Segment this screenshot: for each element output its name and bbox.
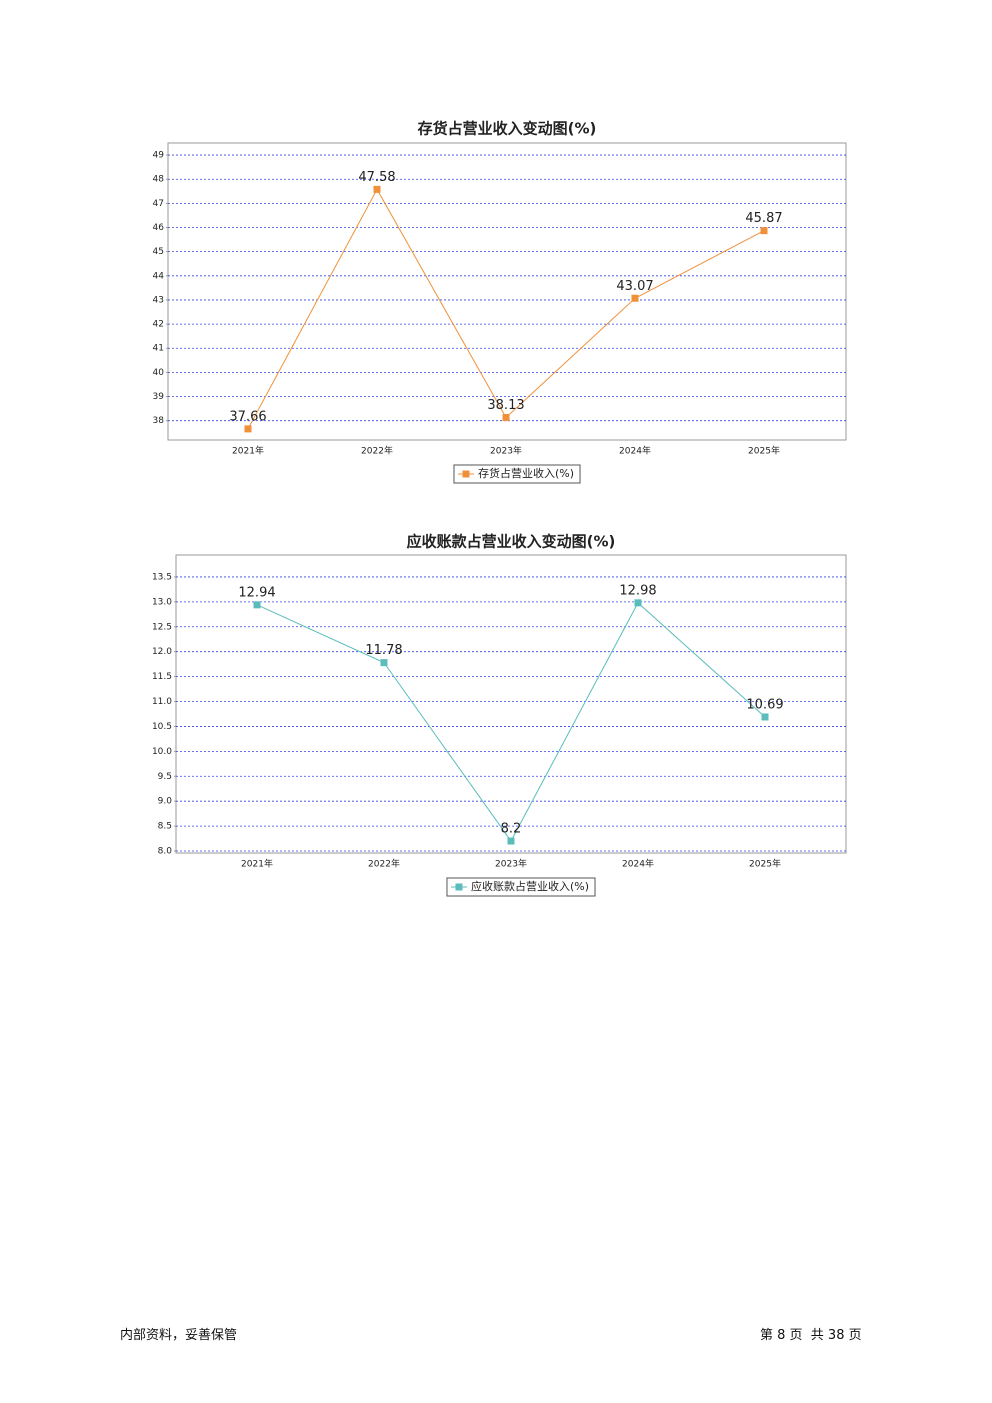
y-tick-label: 9.5 xyxy=(158,772,172,782)
point xyxy=(507,837,515,845)
point xyxy=(253,601,261,609)
point xyxy=(380,659,388,667)
y-tick-label: 10.0 xyxy=(152,747,172,757)
legend-label: 应收账款占营业收入(%) xyxy=(471,879,589,893)
chart-title: 应收账款占营业收入变动图(%) xyxy=(407,533,616,551)
y-tick-label: 48 xyxy=(153,175,165,185)
point xyxy=(761,713,769,721)
legend-marker xyxy=(462,470,470,478)
data-label: 12.94 xyxy=(238,585,275,600)
data-label: 12.98 xyxy=(619,583,656,598)
y-tick-label: 46 xyxy=(153,223,165,233)
data-label: 10.69 xyxy=(746,697,783,712)
x-tick-label: 2023年 xyxy=(495,858,527,870)
data-label: 47.58 xyxy=(358,170,395,185)
x-tick-label: 2025年 xyxy=(749,858,781,870)
x-tick-label: 2024年 xyxy=(622,858,654,870)
point xyxy=(244,425,252,433)
point xyxy=(502,414,510,422)
y-tick-label: 39 xyxy=(153,392,165,402)
x-tick-label: 2022年 xyxy=(368,858,400,870)
y-tick-label: 13.5 xyxy=(152,572,172,582)
x-tick-label: 2021年 xyxy=(241,858,273,870)
point xyxy=(634,599,642,607)
plot-area xyxy=(167,142,847,441)
y-tick-label: 40 xyxy=(153,368,165,378)
x-tick-label: 2021年 xyxy=(232,445,264,457)
y-tick-label: 47 xyxy=(153,199,164,209)
charts: 存货占营业收入变动图(%) 38 39 40 41 42 43 44 45 46 47 48 49 202… xyxy=(152,120,847,897)
y-tick-label: 12.5 xyxy=(152,622,172,632)
y-tick-label: 41 xyxy=(153,344,164,354)
data-label: 45.87 xyxy=(745,211,782,226)
x-tick-label: 2022年 xyxy=(361,445,393,457)
legend-label: 存货占营业收入(%) xyxy=(478,466,574,480)
y-tick-label: 45 xyxy=(153,247,164,257)
y-tick-label: 13.0 xyxy=(152,597,172,607)
footer-left: 内部资料，妥善保管 xyxy=(120,1328,238,1343)
point xyxy=(760,227,768,235)
x-tick-label: 2023年 xyxy=(490,445,522,457)
y-tick-label: 8.0 xyxy=(158,847,173,857)
legend-box xyxy=(446,877,596,897)
y-tick-label: 12.0 xyxy=(152,647,172,657)
x-tick-label: 2024年 xyxy=(619,445,651,457)
y-tick-label: 9.0 xyxy=(158,797,173,807)
plot-area xyxy=(175,554,847,854)
y-tick-label: 11.5 xyxy=(152,672,172,682)
y-tick-label: 38 xyxy=(153,416,165,426)
x-tick-label: 2025年 xyxy=(748,445,780,457)
point xyxy=(631,294,639,302)
data-label: 37.66 xyxy=(229,409,266,424)
point xyxy=(373,185,381,193)
y-tick-label: 10.5 xyxy=(152,722,172,732)
y-tick-label: 42 xyxy=(153,320,164,330)
data-label: 11.78 xyxy=(365,643,402,658)
chart-title: 存货占营业收入变动图(%) xyxy=(418,120,597,138)
footer-page: 第 8 页 共 38 页 xyxy=(760,1328,862,1343)
y-tick-label: 11.0 xyxy=(152,697,172,707)
y-tick-label: 8.5 xyxy=(158,822,172,832)
y-tick-label: 49 xyxy=(153,151,165,161)
y-tick-label: 44 xyxy=(153,271,165,281)
y-tick-label: 43 xyxy=(153,295,164,305)
legend-marker xyxy=(455,883,463,891)
legend-box xyxy=(453,464,581,484)
data-label: 8.2 xyxy=(501,822,522,837)
data-label: 43.07 xyxy=(616,279,653,294)
data-label: 38.13 xyxy=(487,398,524,413)
